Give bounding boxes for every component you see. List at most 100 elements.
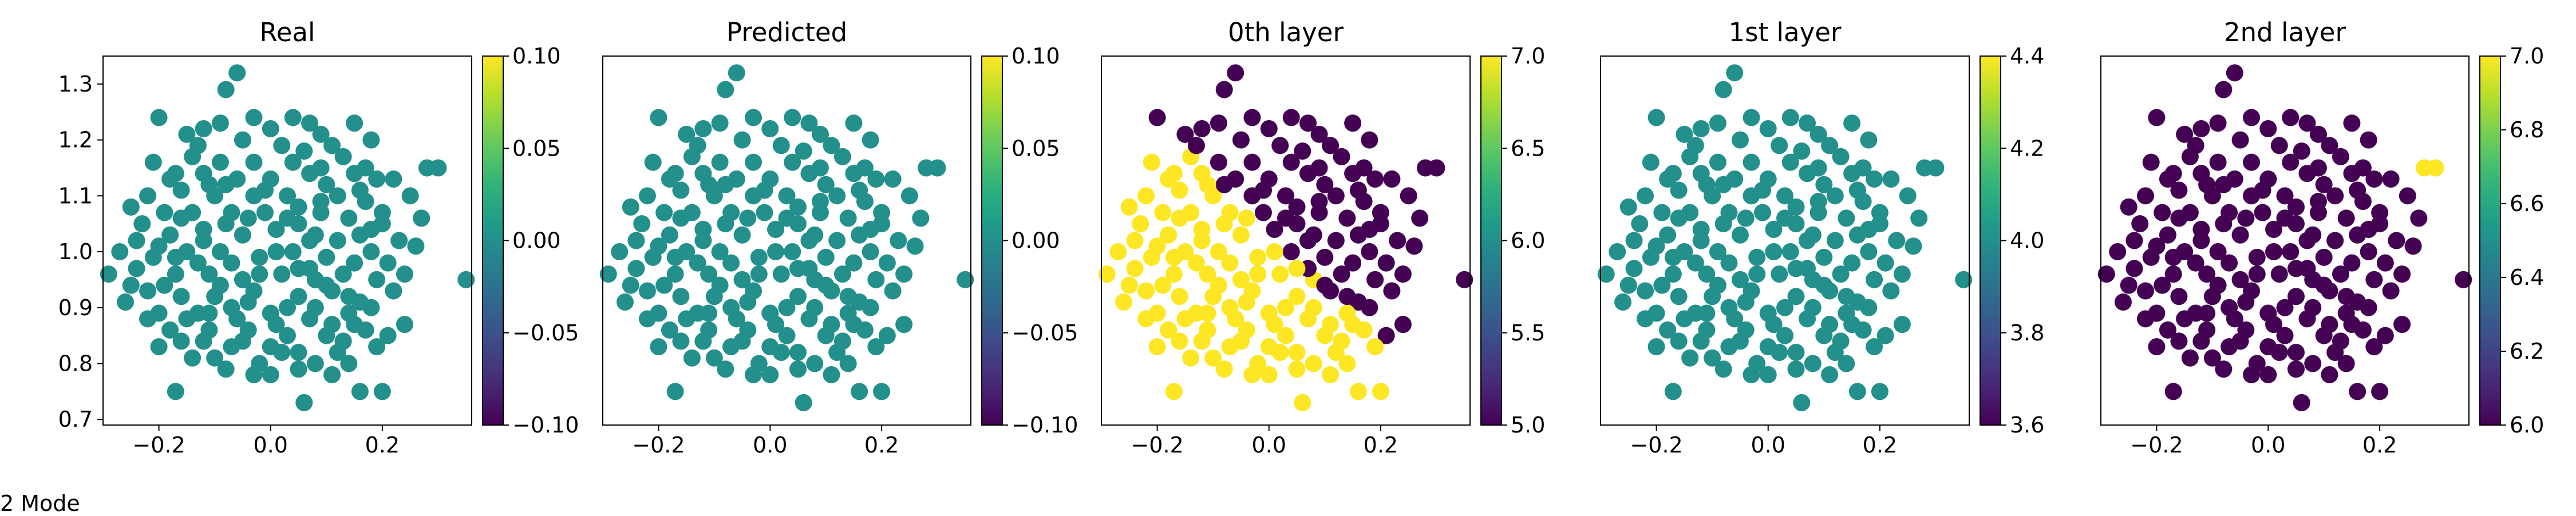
scatter-point xyxy=(161,321,179,339)
colorbar-tick-label: 6.5 xyxy=(1511,136,1545,161)
scatter-point xyxy=(2427,159,2444,177)
scatter-point xyxy=(2282,153,2300,171)
scatter-point xyxy=(217,360,235,378)
scatter-point xyxy=(1193,232,1211,249)
scatter-point xyxy=(689,137,706,154)
scatter-point xyxy=(284,109,302,126)
scatter-point xyxy=(750,265,768,283)
scatter-point xyxy=(1232,131,1250,149)
scatter-point xyxy=(2270,343,2288,361)
scatter-point xyxy=(195,332,212,350)
scatter-point xyxy=(957,271,974,288)
scatter-point xyxy=(1361,299,1378,316)
scatter-point xyxy=(2131,215,2149,233)
scatter-point xyxy=(2315,248,2333,266)
scatter-point xyxy=(733,226,751,244)
scatter-point xyxy=(2276,187,2294,205)
scatter-point xyxy=(778,299,796,316)
scatter-point xyxy=(2159,321,2176,339)
scatter-point xyxy=(1866,271,1883,288)
scatter-point xyxy=(346,254,364,272)
scatter-point xyxy=(1322,137,1340,154)
scatter-point xyxy=(1349,383,1367,400)
scatter-point xyxy=(323,316,341,334)
x-tick-label: 0.2 xyxy=(1863,432,1897,458)
scatter-point xyxy=(1737,209,1755,227)
axes-frame xyxy=(102,55,472,426)
scatter-point xyxy=(784,109,801,126)
scatter-point xyxy=(195,120,212,138)
scatter-point xyxy=(1737,293,1755,311)
scatter-point xyxy=(666,165,684,182)
scatter-point xyxy=(1210,153,1227,171)
scatter-point xyxy=(2120,276,2138,294)
scatter-point xyxy=(817,248,835,266)
scatter-point xyxy=(1787,198,1805,216)
scatter-point xyxy=(2371,383,2389,400)
scatter-point xyxy=(1804,355,1822,372)
scatter-point xyxy=(1282,153,1300,171)
scatter-point xyxy=(1361,243,1378,261)
scatter-point xyxy=(172,288,190,305)
scatter-point xyxy=(1860,131,1878,149)
scatter-point xyxy=(845,254,863,272)
scatter-point xyxy=(1288,288,1306,305)
axes-frame xyxy=(2100,55,2470,426)
scatter-point xyxy=(1871,204,1888,221)
scatter-point xyxy=(1899,187,1917,205)
scatter-point xyxy=(2365,170,2383,188)
scatter-point xyxy=(1787,260,1805,277)
figure: Real −0.2 0.0 0.2 0.7 0.8 0.9 1.0 1.1 1.2 1.3 −0.10… xyxy=(58,17,2545,458)
scatter-point xyxy=(1771,265,1788,283)
figure-caption: 2 Mode xyxy=(0,491,80,516)
scatter-point xyxy=(811,193,829,211)
scatter-point xyxy=(1288,260,1306,277)
scatter-point xyxy=(323,366,341,384)
scatter-point xyxy=(457,271,475,288)
scatter-point xyxy=(1154,204,1172,221)
scatter-point xyxy=(728,64,745,82)
scatter-point xyxy=(234,271,251,288)
scatter-point xyxy=(245,366,263,384)
scatter-point xyxy=(1372,383,1389,400)
scatter-point xyxy=(2198,304,2216,322)
scatter-point xyxy=(1731,332,1749,350)
scatter-point xyxy=(318,276,335,294)
scatter-point xyxy=(2337,288,2355,305)
colorbar-tick-label: 0.00 xyxy=(1012,228,1060,253)
scatter-point xyxy=(1647,338,1665,356)
scatter-point xyxy=(638,282,656,300)
scatter-point xyxy=(2393,316,2411,334)
scatter-point xyxy=(396,265,413,283)
subplot-title: Predicted xyxy=(726,17,847,47)
scatter-point xyxy=(1843,165,1861,182)
scatter-point xyxy=(778,209,796,227)
scatter-point xyxy=(2159,226,2176,244)
subplot-1: Predicted −0.2 0.0 0.2 −0.10 −0.05 0.00 0.05 0.1… xyxy=(599,17,1078,458)
scatter-point xyxy=(1743,109,1760,126)
scatter-point xyxy=(2365,271,2383,288)
scatter-point xyxy=(1294,142,1311,160)
colorbar-tick-label: 7.0 xyxy=(1511,43,1545,69)
scatter-point xyxy=(711,114,729,132)
scatter-point xyxy=(839,209,857,227)
scatter-point xyxy=(2097,265,2115,283)
scatter-point xyxy=(711,153,729,171)
scatter-point xyxy=(128,232,145,249)
scatter-point xyxy=(622,276,639,294)
scatter-point xyxy=(184,349,202,367)
scatter-point xyxy=(251,248,268,266)
scatter-point xyxy=(1148,109,1166,126)
scatter-point xyxy=(2321,137,2338,154)
scatter-point xyxy=(1876,327,1894,344)
scatter-point xyxy=(340,355,358,372)
x-tick-label: 0.0 xyxy=(254,432,288,458)
scatter-point xyxy=(1776,327,1793,344)
scatter-point xyxy=(156,204,173,221)
scatter-point xyxy=(2136,310,2154,328)
scatter-point xyxy=(1686,137,1704,154)
scatter-point xyxy=(1305,355,1322,372)
subplot-3: 1st layer −0.2 0.0 0.2 3.6 3.8 4.0 4.2 4.4 xyxy=(1597,17,2044,458)
x-tick-label: 0.2 xyxy=(864,432,899,458)
scatter-point xyxy=(2215,360,2233,378)
